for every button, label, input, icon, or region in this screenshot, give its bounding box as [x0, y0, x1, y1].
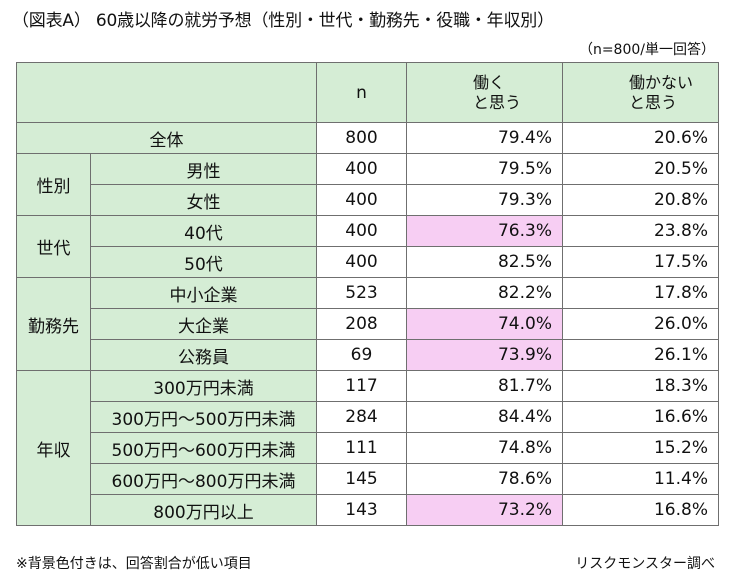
header-notwork: 働かない と思う	[562, 62, 719, 123]
row-label: 500万円～600万円未満	[90, 432, 317, 464]
cell-work: 81.7%	[406, 370, 563, 402]
cell-notwork: 20.6%	[562, 122, 719, 154]
row-label: 中小企業	[90, 277, 317, 309]
cell-work: 79.3%	[406, 184, 563, 216]
row-label: 300万円～500万円未満	[90, 401, 317, 433]
cell-notwork: 23.8%	[562, 215, 719, 247]
cell-n: 400	[316, 153, 407, 185]
group-label-income: 年収	[16, 370, 91, 526]
cell-n: 800	[316, 122, 407, 154]
cell-work-highlighted: 74.0%	[406, 308, 563, 340]
cell-n: 117	[316, 370, 407, 402]
table-row: 50代 400 82.5% 17.5%	[17, 246, 719, 278]
table-row: 公務員 69 73.9% 26.1%	[17, 339, 719, 371]
cell-n: 145	[316, 463, 407, 495]
cell-work: 79.4%	[406, 122, 563, 154]
row-label: 全体	[16, 122, 317, 154]
header-notwork-line1: 働かない	[629, 72, 694, 92]
footer-source: リスクモンスター調べ	[575, 556, 715, 572]
table-row: 600万円～800万円未満 145 78.6% 11.4%	[17, 463, 719, 495]
cell-work: 79.5%	[406, 153, 563, 185]
cell-work: 74.8%	[406, 432, 563, 464]
cell-n: 111	[316, 432, 407, 464]
row-label: 600万円～800万円未満	[90, 463, 317, 495]
group-label-gender: 性別	[16, 153, 91, 216]
table-row: 年収 300万円未満 117 81.7% 18.3%	[16, 370, 719, 526]
cell-work-highlighted: 76.3%	[406, 215, 563, 247]
cell-notwork: 18.3%	[562, 370, 719, 402]
row-label: 50代	[90, 246, 317, 278]
table-row: 大企業 208 74.0% 26.0%	[17, 308, 719, 340]
cell-notwork: 15.2%	[562, 432, 719, 464]
header-row: n 働く と思う 働かない と思う	[16, 62, 719, 123]
cell-notwork: 26.1%	[562, 339, 719, 371]
row-label: 女性	[90, 184, 317, 216]
table-row: 女性 400 79.3% 20.8%	[17, 184, 719, 216]
table-row: 800万円以上 143 73.2% 16.8%	[17, 494, 719, 526]
table-row: 性別 男性 400 79.5% 20.5%	[16, 153, 719, 216]
cell-notwork: 17.8%	[562, 277, 719, 309]
header-notwork-line2: と思う	[629, 92, 678, 112]
cell-notwork: 20.8%	[562, 184, 719, 216]
row-label: 40代	[90, 215, 317, 247]
table-row-total: 全体 800 79.4% 20.6%	[16, 122, 719, 154]
footer-note: ※背景色付きは、回答割合が低い項目	[16, 556, 252, 572]
cell-n: 69	[316, 339, 407, 371]
header-n: n	[316, 62, 407, 123]
row-label: 公務員	[90, 339, 317, 371]
cell-n: 523	[316, 277, 407, 309]
cell-notwork: 26.0%	[562, 308, 719, 340]
cell-n: 208	[316, 308, 407, 340]
table-row: 勤務先 中小企業 523 82.2% 17.8%	[16, 277, 719, 371]
cell-notwork: 16.8%	[562, 494, 719, 526]
cell-n: 400	[316, 184, 407, 216]
cell-work: 78.6%	[406, 463, 563, 495]
table-title: （図表A） 60歳以降の就労予想（性別・世代・勤務先・役職・年収別）	[12, 11, 554, 31]
table-row: 500万円～600万円未満 111 74.8% 15.2%	[17, 432, 719, 464]
cell-n: 143	[316, 494, 407, 526]
cell-work-highlighted: 73.9%	[406, 339, 563, 371]
cell-work: 82.2%	[406, 277, 563, 309]
cell-notwork: 16.6%	[562, 401, 719, 433]
cell-n: 400	[316, 215, 407, 247]
group-label-generation: 世代	[16, 215, 91, 278]
survey-table: n 働く と思う 働かない と思う 全体 800 79.4% 20.6% 性別 …	[16, 62, 719, 526]
row-label: 男性	[90, 153, 317, 185]
cell-n: 400	[316, 246, 407, 278]
table-row: 300万円～500万円未満 284 84.4% 16.6%	[17, 401, 719, 433]
cell-work-highlighted: 73.2%	[406, 494, 563, 526]
header-work-line1: 働く	[473, 72, 506, 92]
row-label: 大企業	[90, 308, 317, 340]
cell-notwork: 17.5%	[562, 246, 719, 278]
header-work-line2: と思う	[473, 92, 522, 112]
cell-notwork: 20.5%	[562, 153, 719, 185]
cell-n: 284	[316, 401, 407, 433]
cell-notwork: 11.4%	[562, 463, 719, 495]
sample-note: （n=800/単一回答）	[578, 42, 715, 58]
cell-work: 82.5%	[406, 246, 563, 278]
header-work: 働く と思う	[406, 62, 563, 123]
row-label: 300万円未満	[90, 370, 317, 402]
header-blank-cell	[16, 62, 317, 123]
cell-work: 84.4%	[406, 401, 563, 433]
row-label: 800万円以上	[90, 494, 317, 526]
group-label-employer: 勤務先	[16, 277, 91, 371]
table-row: 世代 40代 400 76.3% 23.8%	[16, 215, 719, 278]
